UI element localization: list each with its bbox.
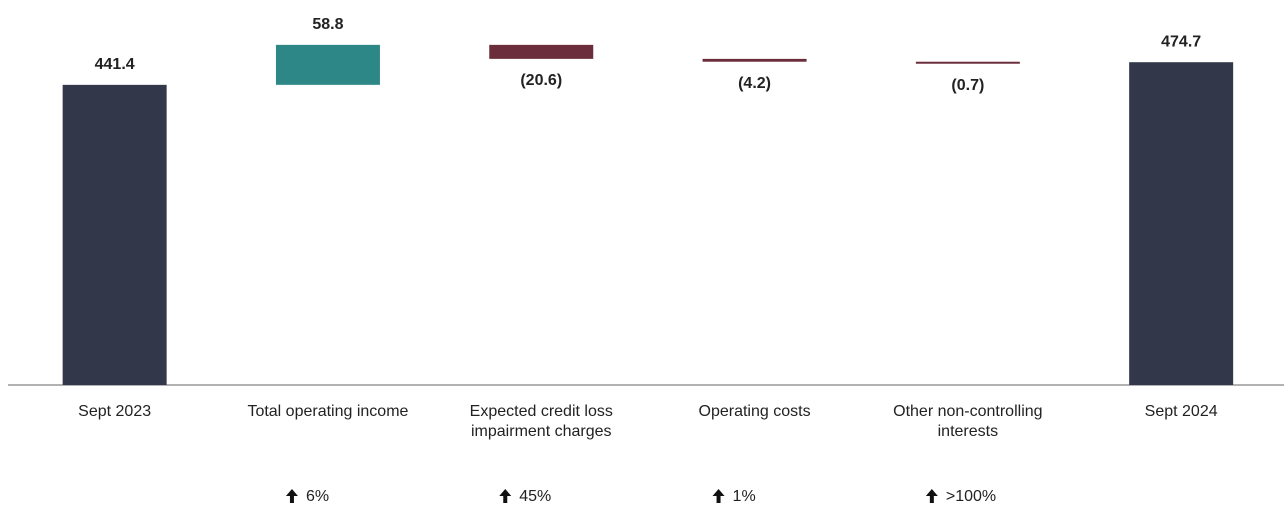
category-label: Total operating income [247,403,409,420]
value-label: 441.4 [95,56,135,73]
value-label: (20.6) [520,72,562,89]
change-label: 45% [519,488,551,505]
change-label: 1% [733,488,756,505]
bar [1129,62,1234,385]
category-label: Other non-controlling interests [893,403,1043,440]
bar [275,44,380,85]
category-label: Expected credit loss impairment charges [469,403,613,440]
category-label: Operating costs [698,403,811,420]
change-label: >100% [946,488,996,505]
up-arrow [712,489,725,503]
category-label: Sept 2023 [78,403,152,420]
bar [915,61,1020,64]
value-label: 474.7 [1161,33,1201,50]
up-arrow [285,489,298,503]
bar [62,84,167,386]
up-arrow [499,489,512,503]
value-label: (0.7) [951,77,984,94]
value-label: 58.8 [312,16,343,33]
bar [489,44,594,59]
value-label: (4.2) [738,75,771,92]
bar [702,58,807,62]
category-label: Sept 2024 [1144,403,1218,420]
up-arrow [925,489,938,503]
change-label: 6% [306,488,329,505]
